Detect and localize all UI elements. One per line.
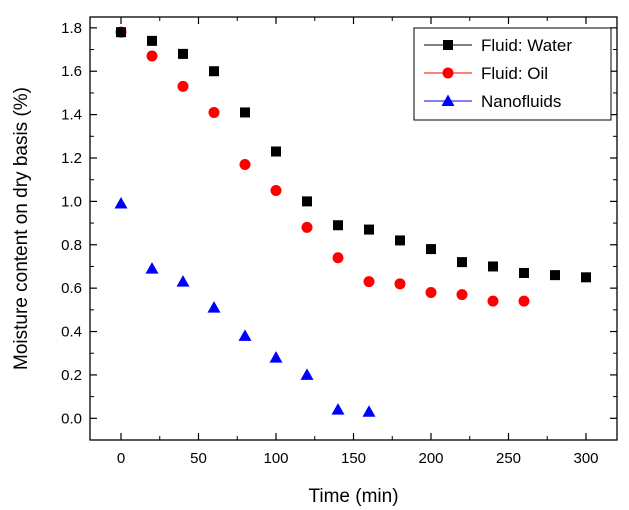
data-point (362, 405, 376, 417)
x-axis-ticks: 0 50 100 150 200 250 300 (117, 17, 599, 467)
data-point (364, 224, 374, 235)
x-axis-title: Time (min) (308, 486, 398, 507)
data-point (581, 272, 591, 283)
x-tick-label: 250 (496, 450, 521, 467)
data-series (114, 26, 591, 417)
data-point (177, 80, 189, 92)
x-tick-label: 200 (418, 450, 443, 467)
y-tick-label: 0.2 (61, 367, 82, 384)
data-point (239, 159, 251, 171)
x-tick-label: 50 (190, 450, 207, 467)
data-point (425, 286, 437, 298)
data-point (209, 66, 219, 77)
data-point (395, 235, 405, 246)
legend-marker (443, 40, 453, 50)
data-point (333, 220, 343, 231)
data-point (363, 276, 375, 288)
data-point (146, 50, 158, 62)
y-tick-label: 0.6 (61, 280, 82, 297)
y-tick-label: 0.4 (61, 324, 82, 341)
x-tick-label: 0 (117, 450, 125, 467)
legend-marker (441, 94, 455, 106)
y-tick-label: 1.4 (61, 107, 82, 124)
data-point (300, 368, 314, 380)
y-tick-label: 0.8 (61, 237, 82, 254)
y-tick-label: 1.2 (61, 150, 82, 167)
data-point (457, 257, 467, 268)
legend-label: Fluid: Oil (481, 64, 548, 83)
data-point (269, 351, 283, 363)
x-tick-label: 150 (341, 450, 366, 467)
legend-marker (442, 67, 454, 79)
y-tick-label: 1.0 (61, 193, 82, 210)
y-axis-title: Moisture content on dry basis (%) (11, 87, 32, 370)
y-axis-ticks: 0.0 0.2 0.4 0.6 0.8 1.0 1.2 1.4 1.6 1.8 (61, 20, 617, 441)
data-point (331, 403, 345, 415)
data-point (207, 301, 221, 313)
data-point (301, 221, 313, 233)
data-point (550, 270, 560, 281)
x-tick-label: 300 (573, 450, 598, 467)
data-point (238, 329, 252, 341)
data-point (270, 185, 282, 197)
data-point (519, 267, 529, 278)
legend-item: Nanofluids (424, 92, 561, 111)
data-point (208, 106, 220, 118)
data-point (240, 107, 250, 118)
data-point (488, 261, 498, 272)
data-point (114, 197, 128, 209)
data-point (271, 146, 281, 157)
y-tick-label: 1.8 (61, 20, 82, 37)
data-point (426, 244, 436, 255)
legend-label: Nanofluids (481, 92, 561, 111)
legend-item: Fluid: Oil (424, 64, 548, 83)
data-point (518, 295, 530, 307)
data-point (176, 275, 190, 287)
legend-item: Fluid: Water (424, 36, 572, 55)
data-point (302, 196, 312, 207)
series-fluid-water (116, 27, 591, 283)
data-point (332, 252, 344, 264)
data-point (116, 27, 126, 38)
x-tick-label: 100 (263, 450, 288, 467)
data-point (456, 289, 468, 301)
data-point (145, 262, 159, 274)
data-point (178, 48, 188, 59)
legend: Fluid: Water Fluid: Oil Nanofluids (413, 27, 612, 121)
data-point (394, 278, 406, 290)
y-tick-label: 0.0 (61, 410, 82, 427)
data-point (487, 295, 499, 307)
legend-label: Fluid: Water (481, 36, 572, 55)
y-tick-label: 1.6 (61, 63, 82, 80)
data-point (147, 35, 157, 46)
series-nanofluids (114, 197, 376, 417)
